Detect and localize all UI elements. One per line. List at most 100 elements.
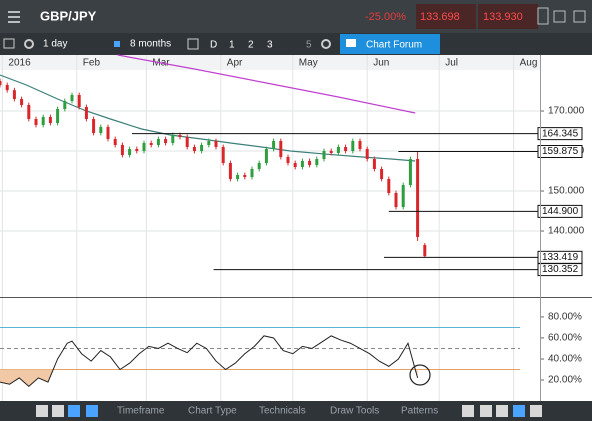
view-button[interactable]: D (210, 40, 217, 51)
calendar-icon[interactable] (187, 38, 199, 50)
menu-item[interactable]: Chart Type (188, 406, 237, 417)
candle-body (286, 157, 290, 163)
chat-icon (346, 39, 356, 47)
candle-body (164, 139, 168, 143)
x-tick-label: Apr (227, 58, 243, 69)
candle-body (207, 141, 211, 145)
menu-item[interactable]: Draw Tools (330, 406, 379, 417)
view-button[interactable]: 3 (267, 40, 273, 51)
candle-body (279, 141, 283, 157)
candle-body (214, 141, 218, 147)
candle-body (149, 143, 153, 145)
view-button[interactable]: 5 (306, 40, 312, 51)
forum-button[interactable] (340, 34, 440, 54)
candle-body (5, 85, 9, 91)
buy-box[interactable] (478, 4, 538, 29)
x-tick-label: Feb (83, 58, 101, 69)
candle-body (192, 147, 196, 151)
candle-body (20, 99, 24, 105)
y-tick-label: 20.00% (548, 375, 582, 386)
candle-body (365, 149, 369, 159)
icon[interactable] (553, 10, 566, 23)
level-label-box (537, 145, 583, 158)
x-tick-label: 2016 (8, 58, 31, 69)
x-tick-label: Jun (373, 58, 389, 69)
candle-body (156, 139, 160, 145)
candle-body (70, 95, 74, 101)
candle-body (416, 159, 420, 237)
candle-body (264, 149, 268, 163)
toolbar (0, 33, 592, 55)
settings-icon[interactable] (321, 39, 331, 49)
candle-body (272, 141, 276, 149)
candle-body (394, 193, 398, 207)
x-tick-label: Aug (520, 58, 538, 69)
bottom-icons (36, 405, 542, 417)
rsi-oversold-fill (0, 369, 418, 387)
icon[interactable] (3, 38, 15, 49)
y-tick-label: 40.00% (548, 354, 582, 365)
range[interactable]: 8 months (130, 39, 171, 50)
view-button[interactable]: 2 (248, 40, 254, 51)
menu-icon[interactable] (8, 11, 20, 23)
level-label: 164.345 (542, 128, 579, 139)
candle-body (106, 127, 110, 139)
x-tick-label: May (299, 58, 318, 69)
candle-body (250, 169, 254, 177)
candle-body (41, 117, 45, 125)
candle-body (178, 135, 182, 137)
candle-body (315, 159, 319, 165)
candle-body (92, 119, 96, 133)
candle-body (12, 90, 16, 99)
candle-body (48, 117, 52, 123)
candle-body (142, 143, 146, 151)
date-strip (0, 55, 540, 70)
candle-body (300, 161, 304, 167)
candle-body (387, 179, 391, 193)
y-tick-label: 140.000 (548, 226, 585, 237)
candle-body (423, 245, 427, 257)
candle-body (351, 141, 355, 151)
level-label-box (537, 127, 583, 141)
candle-body (221, 147, 225, 163)
candle-body (228, 163, 232, 179)
menu-item[interactable]: Technicals (259, 406, 306, 417)
candle-body (135, 149, 139, 151)
icon[interactable] (573, 10, 586, 23)
candle-body (308, 161, 312, 165)
y-tick-label: 150.000 (548, 186, 585, 197)
candle-body (200, 145, 204, 151)
candle-body (336, 147, 340, 153)
candle-body (128, 149, 132, 155)
change: -25.00% (365, 11, 406, 23)
candle-body (27, 105, 31, 119)
y-tick-label: 60.00% (548, 333, 582, 344)
moving-average (0, 74, 416, 162)
candle-body (120, 145, 124, 155)
candle-body (408, 159, 412, 185)
rsi-line (0, 335, 419, 387)
candle-body (185, 137, 189, 147)
level-label: 159.875 (542, 146, 579, 157)
candle-body (358, 141, 362, 149)
candle-body (322, 151, 326, 159)
menu-item[interactable]: Patterns (401, 406, 438, 417)
candle-body (243, 175, 247, 177)
candle-body (329, 151, 333, 153)
candle-body (401, 185, 405, 207)
icon[interactable] (537, 7, 549, 25)
moving-average (117, 54, 416, 114)
interval[interactable]: 1 day (43, 39, 67, 50)
level-label: 144.900 (542, 206, 579, 217)
candle-body (63, 101, 67, 109)
annotation-circle (409, 364, 431, 386)
settings-icon[interactable] (24, 39, 34, 49)
candle-body (0, 81, 2, 85)
candle-body (171, 135, 175, 143)
sell-box[interactable] (416, 4, 476, 29)
candle-body (372, 159, 376, 169)
menu-item[interactable]: Timeframe (117, 406, 165, 417)
candle-body (34, 119, 38, 125)
view-button[interactable]: 1 (229, 40, 235, 51)
